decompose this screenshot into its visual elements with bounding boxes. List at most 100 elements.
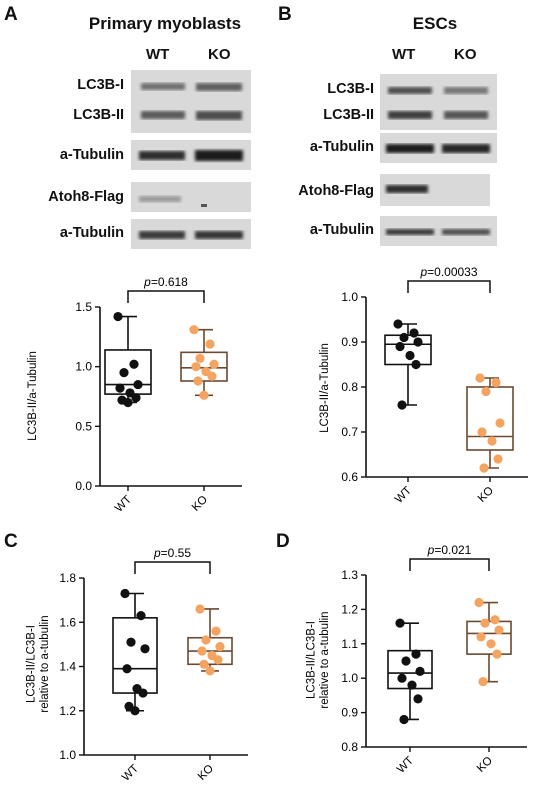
data-point-c-1-6	[213, 655, 223, 665]
blot-b-label-tubulin-1: a-Tubulin	[309, 139, 374, 155]
chart-c: 1.0 1.2 1.4 1.6 1.8 WT KO LC3B-II/LC3B-Irelativ…	[26, 546, 248, 784]
y-tick-label-d-3: 1.1	[341, 637, 358, 651]
y-tick-label-c-3: 1.6	[59, 615, 76, 629]
blot-a-lane-wt: WT	[146, 46, 170, 63]
data-point-a-1-6	[207, 371, 217, 381]
y-tick-label-b-0: 0.6	[341, 470, 358, 484]
y-tick-label-a-0: 0.0	[75, 479, 92, 493]
blot-a-tubulin-1-image	[131, 140, 251, 170]
data-point-b-0-5	[405, 350, 415, 361]
data-point-a-1-8	[199, 390, 209, 400]
data-point-d-0-7	[399, 714, 409, 725]
panel-letter-c: C	[4, 531, 18, 552]
data-point-d-0-4	[397, 673, 407, 683]
chart-d: 0.8 0.9 1.0 1.1 1.2 1.3 WT KO LC3B-II/LC3B-Irela…	[306, 543, 527, 776]
box-b-1	[466, 386, 514, 451]
p-symbol-c: p	[153, 546, 161, 560]
blot-a-title: Primary myoblasts	[88, 14, 242, 33]
data-point-d-1-4	[476, 632, 486, 642]
blot-b-label-atoh8-flag: Atoh8-Flag	[298, 183, 374, 199]
y-axis-label-c: LC3B-II/LC3B-Irelative to a-tubulin	[26, 615, 51, 712]
p-value-d: =0.021	[434, 543, 471, 557]
data-point-b-0-0	[393, 319, 403, 329]
data-point-b-1-1	[491, 377, 501, 388]
significance-bracket-b	[407, 280, 491, 293]
panel-letter-d: D	[276, 531, 290, 552]
y-tick-label-c-0: 1.0	[59, 748, 76, 762]
blot-a-atoh8-image	[131, 182, 251, 212]
y-tick-label-d-0: 0.8	[341, 740, 358, 754]
data-point-c-0-0	[120, 588, 130, 599]
data-point-a-0-2	[119, 368, 129, 378]
y-axis-label-d: LC3B-II/LC3B-Irelative to a-tubulin	[306, 611, 331, 708]
blot-a-lc3b-image	[131, 70, 251, 133]
data-point-c-1-7	[199, 659, 209, 669]
data-point-a-1-0	[189, 325, 199, 335]
data-point-d-0-5	[407, 680, 417, 690]
blot-b-atoh8-image	[380, 174, 490, 206]
data-point-c-1-4	[197, 646, 207, 656]
p-value-label-c: p=0.55	[153, 546, 191, 560]
y-tick-label-c-2: 1.4	[59, 660, 76, 674]
significance-bracket-d	[409, 558, 490, 571]
data-point-b-0-6	[411, 359, 421, 370]
x-tick-label-c-0: WT	[120, 763, 141, 784]
y-axis-label-line-d-1: relative to a-tubulin	[319, 611, 331, 708]
blot-b-lc3b-image	[380, 74, 497, 130]
data-point-d-0-2	[401, 656, 411, 666]
box-d-1	[466, 620, 512, 655]
blot-b-lane-wt: WT	[392, 46, 416, 63]
data-point-a-1-1	[205, 339, 215, 349]
blot-b-label-tubulin-2: a-Tubulin	[309, 222, 374, 238]
y-tick-label-c-4: 1.8	[59, 571, 76, 585]
y-axis-label-line-d-0: LC3B-II/LC3B-I	[306, 621, 318, 699]
blot-a-tubulin-2-image	[131, 219, 251, 249]
data-point-c-0-8	[130, 706, 140, 716]
data-point-b-1-2	[481, 386, 491, 397]
data-point-b-1-0	[475, 373, 485, 383]
data-point-a-0-0	[113, 311, 123, 322]
box-a-1	[180, 351, 228, 382]
data-point-b-0-3	[413, 337, 423, 347]
data-point-c-1-0	[195, 604, 205, 614]
data-point-a-1-2	[195, 353, 205, 363]
data-point-b-1-6	[493, 454, 503, 464]
data-point-d-0-3	[415, 666, 425, 676]
y-tick-label-d-2: 1.0	[341, 671, 358, 685]
data-point-b-0-4	[395, 341, 405, 352]
data-point-a-0-4	[115, 383, 125, 393]
data-point-d-1-1	[490, 615, 500, 625]
significance-bracket-a	[127, 290, 205, 303]
y-axis-label-b: LC3B-II/a-Tubulin	[319, 343, 331, 433]
y-tick-label-b-2: 0.8	[341, 380, 358, 394]
blot-b-label-lc3b-i: LC3B-I	[327, 81, 374, 97]
box-c-0	[112, 617, 158, 694]
data-point-c-1-3	[215, 641, 225, 652]
p-value-b: =0.00033	[427, 265, 478, 279]
data-point-d-1-7	[478, 677, 488, 687]
data-point-b-1-3	[495, 418, 505, 428]
blot-b-tubulin-2-image	[380, 216, 497, 246]
data-point-c-0-6	[138, 688, 148, 698]
y-axis-label-line-c-1: relative to a-tubulin	[39, 615, 51, 712]
significance-bracket-c	[134, 561, 211, 574]
y-tick-label-d-1: 0.9	[341, 706, 358, 720]
data-point-a-1-4	[191, 362, 201, 372]
y-tick-label-b-4: 1.0	[341, 290, 358, 304]
y-tick-label-b-3: 0.9	[341, 335, 358, 349]
blot-a-label-lc3b-ii: LC3B-II	[73, 107, 124, 123]
data-point-b-1-7	[479, 463, 489, 473]
p-value-label-a: p=0.618	[143, 275, 188, 289]
data-point-d-0-6	[413, 694, 423, 704]
blot-b-tubulin-1-image	[380, 133, 497, 163]
chart-b: 0.6 0.7 0.8 0.9 1.0 WT KO LC3B-II/a-Tubulin p=0.…	[319, 265, 528, 506]
blot-b-label-lc3b-ii: LC3B-II	[323, 107, 374, 123]
data-point-c-0-2	[126, 637, 136, 647]
data-point-b-0-2	[399, 332, 409, 343]
blot-a-label-tubulin-2: a-Tubulin	[59, 225, 124, 241]
data-point-c-1-2	[201, 635, 211, 645]
blot-b-title: ESCs	[412, 14, 458, 33]
data-point-a-0-6	[131, 393, 141, 403]
data-point-c-0-4	[122, 664, 132, 674]
blot-a-label-lc3b-i: LC3B-I	[77, 77, 124, 93]
